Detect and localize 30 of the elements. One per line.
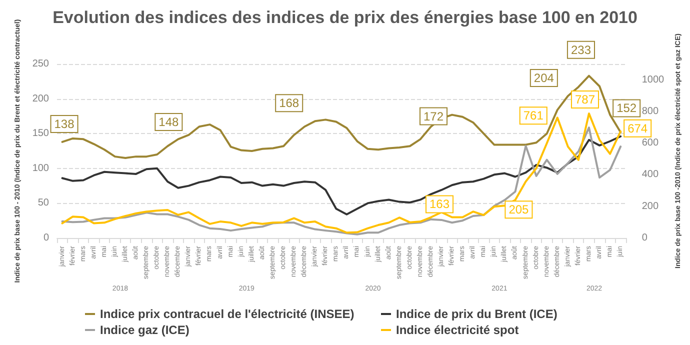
data-label: 787 [574,92,596,107]
data-label: 138 [54,116,75,131]
y-tick-label: 200 [32,93,50,104]
legend-label: Indice électricité spot [396,323,519,337]
y-tick-label: 100 [32,162,50,174]
y-tick-label: 0 [43,232,50,244]
data-label: 148 [158,114,180,129]
data-label: 674 [628,121,648,136]
y2-tick-label: 200 [642,200,659,212]
legend-label: Indice prix contracuel de l'électricité (INSEE) [100,307,354,321]
data-label: 204 [534,71,554,86]
data-label: 233 [570,42,592,57]
y2-tick-label: 800 [642,106,659,117]
data-label: 761 [523,108,544,123]
line-series [61,135,622,216]
legend-label: Indice de prix du Brent (ICE) [396,307,558,321]
y-tick-label: 250 [32,58,50,70]
y2-tick-label: 600 [642,138,659,149]
data-label: 152 [616,101,637,116]
y2-tick-label: 400 [642,169,659,180]
data-label: 163 [429,197,450,212]
y2-tick-label: 1000 [642,74,665,86]
data-label: 172 [423,109,444,124]
chart-title: Evolution des indices des indices de prix des énergies base 100 en 2010 [52,8,638,27]
y2-tick-label: 0 [642,232,648,244]
y-tick-label: 150 [32,128,50,140]
legend-label: Indice gaz (ICE) [100,323,190,337]
data-label: 205 [508,202,530,217]
y-tick-label: 50 [38,198,50,209]
data-label: 168 [279,96,300,110]
